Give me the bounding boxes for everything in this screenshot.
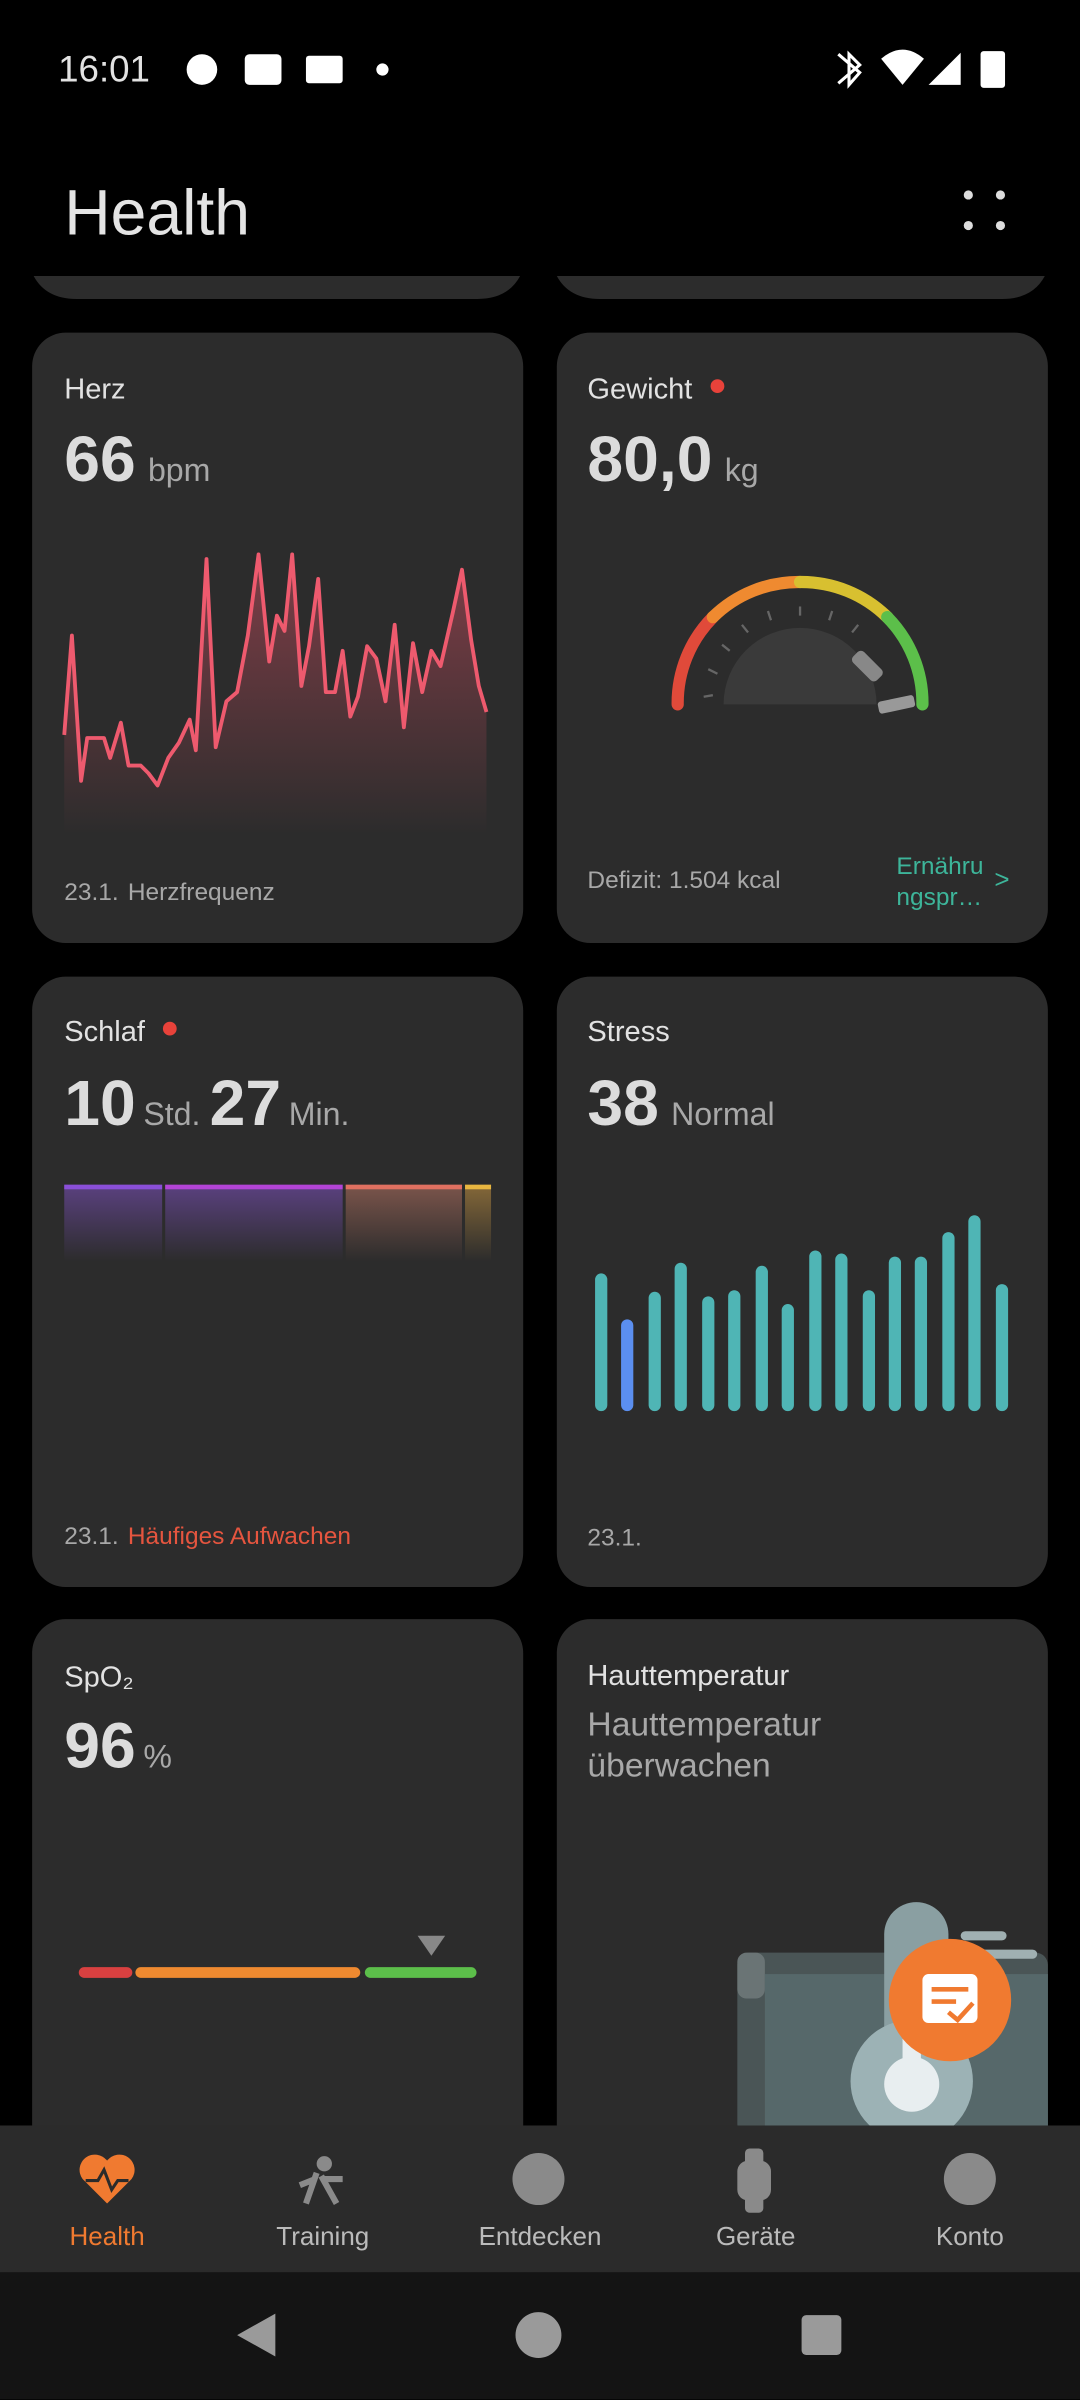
card-title: Stress (587, 1016, 669, 1048)
unit: Normal (671, 1096, 774, 1132)
link[interactable]: Ernähru ngspr… (896, 853, 983, 911)
nav-label[interactable]: Konto (936, 2221, 1004, 2251)
card-title: Herz (64, 373, 125, 405)
nav-label[interactable]: Health (70, 2221, 145, 2251)
text-line: Hauttemperatur (587, 1706, 821, 1743)
card-title: Schlaf (64, 1016, 146, 1048)
recents-button[interactable] (801, 2315, 842, 2355)
nav-icons (298, 2148, 996, 2213)
nav-label[interactable]: Training (276, 2221, 369, 2251)
value: 80,0 (587, 423, 712, 495)
menu-button[interactable] (963, 190, 1006, 231)
badge (710, 379, 725, 394)
card-footer: 23.1. Häufiges Aufwachen (64, 1523, 351, 1550)
gauge-marker (877, 695, 916, 714)
unit: Std. (143, 1096, 200, 1132)
text-line: überwachen (587, 1748, 770, 1785)
link-line: Ernähru (896, 853, 983, 880)
home-button[interactable] (515, 2312, 562, 2359)
gauge-needle (851, 650, 883, 682)
card-partial (33, 276, 521, 299)
card-partial (556, 276, 1045, 299)
card-value: 38 Normal (587, 1067, 774, 1139)
date: 23.1. (64, 1523, 118, 1550)
gauge-inner (723, 627, 877, 705)
sleep-card[interactable] (32, 976, 524, 1588)
card-title: SpO₂ (64, 1661, 133, 1693)
heart-line (62, 552, 489, 788)
stress-card[interactable] (556, 976, 1048, 1588)
nav-labels: Health Training Entdecken Geräte Konto (70, 2221, 1004, 2251)
footer: Häufiges Aufwachen (128, 1523, 351, 1550)
weight-gauge (671, 575, 929, 711)
status-icons (186, 49, 1006, 89)
card-value: 10 Std. 27 Min. (64, 1067, 349, 1139)
unit: kg (725, 452, 759, 488)
value: 10 (64, 1067, 135, 1139)
sleep-bars (64, 1184, 492, 1262)
nav-label[interactable]: Geräte (716, 2221, 796, 2251)
fab-icon (922, 1974, 978, 2024)
status-time: 16:01 (58, 49, 150, 90)
spo2-card[interactable] (32, 1619, 524, 2230)
value: 27 (210, 1067, 281, 1139)
card-value: 66 bpm (64, 423, 210, 495)
spo2-indicator (417, 1935, 446, 1956)
card-title: Gewicht (587, 373, 692, 405)
unit: Min. (289, 1096, 350, 1132)
footer: Herzfrequenz (128, 879, 275, 906)
value: 96 (64, 1710, 135, 1782)
back-button[interactable] (237, 2313, 276, 2357)
nav-icon-pulse (85, 2166, 129, 2194)
card-footer: Defizit: 1.504 kcal (587, 867, 780, 894)
unit: % (143, 1739, 172, 1775)
link-line: ngspr… (896, 884, 982, 911)
unit: bpm (148, 452, 210, 488)
badge (162, 1021, 177, 1036)
card-title: Hauttemperatur (587, 1660, 789, 1692)
card-footer: 23.1. (587, 1525, 641, 1552)
value: 38 (587, 1067, 658, 1139)
chevron: > (994, 864, 1009, 894)
heart-area (64, 554, 487, 835)
stress-bars (595, 1215, 1009, 1412)
card-value: 80,0 kg (587, 423, 758, 495)
date: 23.1. (64, 879, 118, 906)
card-text: Hauttemperatur überwachen (587, 1706, 821, 1784)
header-title: Health (64, 177, 250, 249)
card-footer: 23.1. Herzfrequenz (64, 879, 274, 906)
card-value: 96% (64, 1710, 172, 1782)
gauge-ticks (703, 606, 860, 698)
value: 66 (64, 423, 135, 495)
nav-label[interactable]: Entdecken (479, 2221, 602, 2251)
